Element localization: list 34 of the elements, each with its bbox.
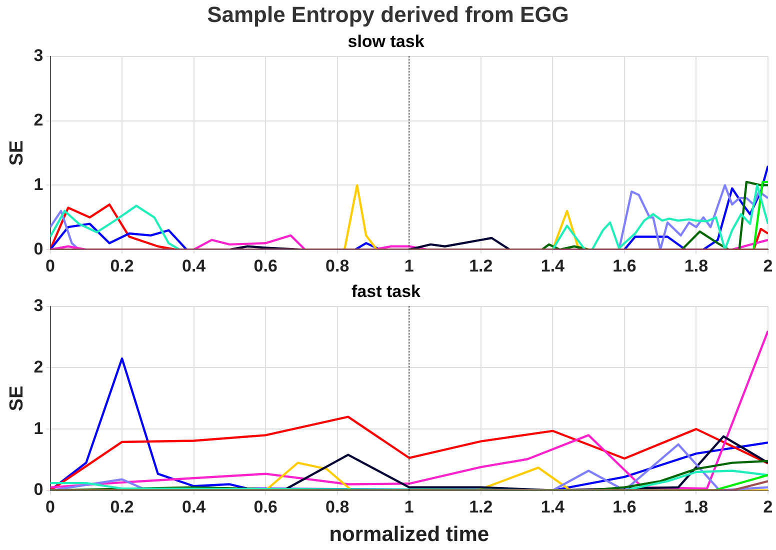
x-tick-label: 1.4 [540,256,566,276]
x-tick-label: 1 [404,256,414,276]
chart-subtitle: slow task [348,32,425,51]
x-tick-label: 2 [763,497,773,516]
y-axis-title: SE [6,140,28,166]
y-tick-label: 0 [34,480,44,500]
x-tick-label: 2 [763,256,773,276]
chart-title: Sample Entropy derived from EGG [206,1,570,29]
x-tick-label: 0.8 [326,497,350,516]
x-tick-label: 0.8 [326,256,350,276]
chart-title: fast task [352,282,422,301]
x-tick-label: 1.2 [469,497,493,516]
x-tick-label: 1.8 [684,497,708,516]
y-tick-label: 1 [34,418,44,438]
x-tick-label: 1.2 [469,256,493,276]
y-tick-label: 1 [34,174,44,194]
x-tick-label: 0.2 [110,256,134,276]
x-axis-title: normalized time [329,523,490,546]
x-tick-label: 1.4 [540,497,566,516]
y-tick-label: 3 [34,46,44,66]
y-tick-label: 2 [34,357,44,376]
x-tick-label: 1.6 [612,256,636,276]
y-tick-label: 2 [34,110,44,130]
x-tick-label: 0.4 [182,497,206,516]
y-tick-label: 0 [34,239,44,258]
x-tick-label: 0.2 [110,497,134,516]
y-axis-title: SE [6,386,28,412]
x-tick-label: 1 [404,497,414,516]
y-tick-label: 3 [34,296,44,316]
x-tick-label: 1.8 [684,256,708,276]
x-tick-label: 0.6 [254,256,278,276]
x-tick-label: 0.6 [254,497,278,516]
x-tick-label: 1.6 [612,497,636,516]
x-tick-label: 0.4 [182,256,206,276]
